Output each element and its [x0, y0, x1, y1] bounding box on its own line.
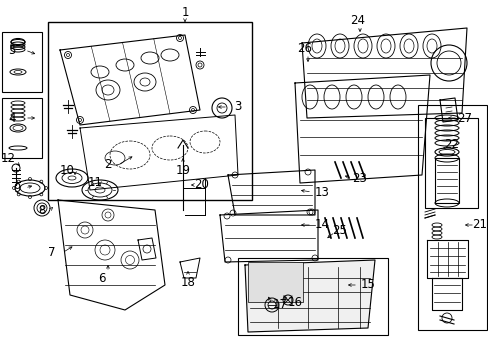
Polygon shape: [244, 260, 374, 332]
Text: 24: 24: [350, 13, 365, 27]
Text: 1: 1: [181, 5, 188, 18]
Text: 23: 23: [352, 171, 366, 184]
Text: 15: 15: [360, 279, 375, 292]
Bar: [2, 98, 42, 158]
Text: 2: 2: [104, 158, 112, 171]
Text: 13: 13: [314, 185, 329, 198]
Text: 26: 26: [297, 41, 312, 54]
Bar: [2, 32, 42, 92]
Text: 14: 14: [314, 219, 329, 231]
Text: 16: 16: [287, 296, 302, 309]
Text: 27: 27: [457, 112, 471, 125]
Text: 8: 8: [38, 203, 45, 216]
Text: 5: 5: [8, 44, 16, 57]
Text: 11: 11: [87, 175, 102, 189]
Text: 25: 25: [332, 224, 347, 237]
Bar: [247, 262, 303, 302]
Bar: [238, 258, 387, 335]
Text: 17: 17: [272, 297, 287, 310]
Text: 21: 21: [471, 219, 487, 231]
Bar: [48, 22, 251, 200]
Text: 6: 6: [98, 271, 105, 284]
Bar: [424, 118, 477, 208]
Text: 22: 22: [444, 139, 459, 152]
Text: 20: 20: [194, 179, 209, 192]
Text: 3: 3: [234, 100, 241, 113]
Text: 4: 4: [8, 112, 16, 125]
Bar: [434, 158, 458, 203]
Bar: [417, 105, 486, 330]
Text: 9: 9: [13, 181, 20, 194]
Text: 18: 18: [180, 275, 195, 288]
Text: 10: 10: [60, 163, 74, 176]
Text: 12: 12: [0, 152, 16, 165]
Text: 7: 7: [48, 247, 56, 260]
Text: 19: 19: [175, 163, 190, 176]
